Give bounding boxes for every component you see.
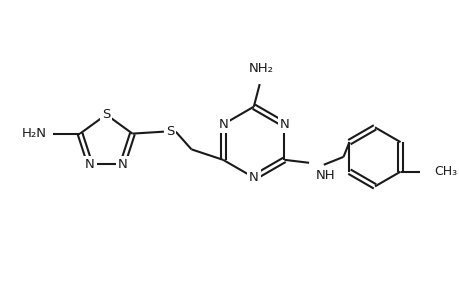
Text: NH₂: NH₂	[249, 62, 274, 75]
Text: NH: NH	[315, 169, 335, 182]
Text: H₂N: H₂N	[22, 127, 46, 140]
Text: S: S	[102, 108, 110, 121]
Text: N: N	[279, 118, 289, 131]
Text: N: N	[248, 171, 258, 184]
Text: S: S	[165, 125, 174, 138]
Text: N: N	[118, 158, 127, 171]
Text: N: N	[85, 158, 95, 171]
Text: CH₃: CH₃	[433, 165, 456, 178]
Text: N: N	[218, 118, 228, 131]
